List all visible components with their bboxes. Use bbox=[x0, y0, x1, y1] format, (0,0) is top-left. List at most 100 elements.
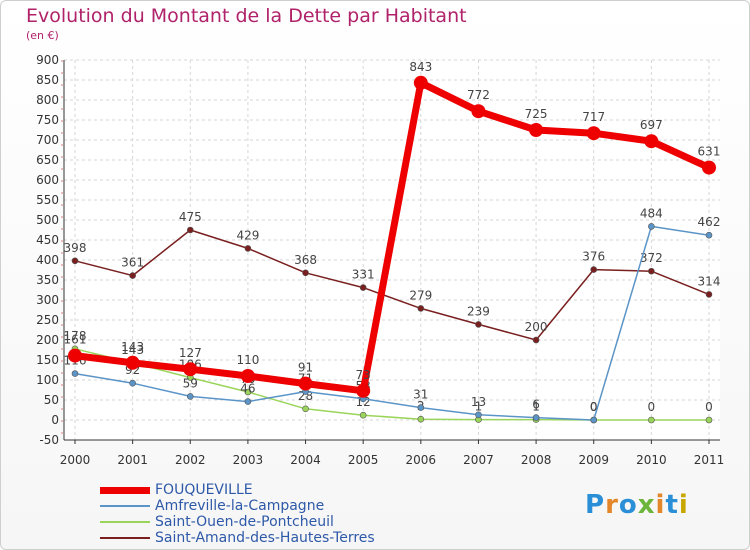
data-label: 200 bbox=[525, 320, 548, 334]
data-point bbox=[240, 369, 255, 383]
chart-title: Evolution du Montant de la Dette par Hab… bbox=[26, 5, 467, 27]
data-point bbox=[359, 284, 367, 291]
data-point bbox=[417, 404, 425, 411]
y-tick-label: 600 bbox=[36, 173, 59, 187]
series-line bbox=[71, 79, 713, 395]
data-point bbox=[125, 355, 140, 370]
y-tick-label: 900 bbox=[36, 53, 59, 67]
data-point bbox=[71, 370, 79, 377]
x-tick-label: 2006 bbox=[406, 453, 437, 467]
data-label: 484 bbox=[640, 206, 663, 220]
data-point bbox=[705, 231, 713, 239]
data-point bbox=[644, 134, 659, 149]
data-point bbox=[356, 383, 371, 398]
data-label: 361 bbox=[121, 256, 144, 270]
data-label: 127 bbox=[179, 346, 202, 360]
legend-label: Saint-Amand-des-Hautes-Terres bbox=[155, 530, 375, 546]
data-point bbox=[129, 379, 136, 387]
data-point bbox=[590, 266, 598, 273]
legend-swatch bbox=[100, 537, 150, 539]
data-label: 314 bbox=[698, 274, 721, 288]
y-tick-label: 750 bbox=[36, 113, 59, 127]
x-tick-label: 2010 bbox=[636, 453, 667, 467]
data-label: 372 bbox=[640, 251, 663, 265]
legend-label: Amfreville-la-Campagne bbox=[155, 498, 325, 514]
x-tick-label: 2004 bbox=[290, 453, 321, 467]
data-label: 725 bbox=[525, 107, 548, 121]
x-tick-label: 2011 bbox=[694, 453, 725, 467]
y-tick-label: 850 bbox=[36, 73, 59, 87]
data-point bbox=[648, 267, 655, 275]
data-point bbox=[413, 75, 428, 90]
y-tick-label: 550 bbox=[36, 193, 59, 207]
x-tick-label: 2002 bbox=[175, 453, 206, 467]
chart-subtitle: (en €) bbox=[26, 29, 59, 42]
logo-letter: i bbox=[655, 490, 666, 520]
x-tick-label: 2003 bbox=[233, 453, 264, 467]
y-tick-label: 500 bbox=[36, 213, 59, 227]
legend-item-fouqueville: FOUQUEVILLE bbox=[100, 482, 400, 498]
data-label: 1 bbox=[532, 400, 540, 414]
data-point bbox=[183, 362, 198, 377]
data-point bbox=[648, 416, 655, 424]
data-point bbox=[302, 405, 309, 413]
data-label: 46 bbox=[240, 382, 255, 396]
y-tick-label: 100 bbox=[36, 373, 59, 387]
data-point bbox=[471, 104, 486, 119]
logo-letter: r bbox=[605, 490, 619, 520]
logo-letter: t bbox=[665, 490, 679, 520]
legend-label: FOUQUEVILLE bbox=[155, 482, 253, 498]
y-tick-label: 200 bbox=[36, 333, 59, 347]
data-point bbox=[68, 348, 82, 363]
data-point bbox=[532, 336, 540, 344]
data-label: 6 bbox=[532, 398, 540, 412]
legend-swatch bbox=[100, 486, 150, 494]
series-line bbox=[74, 229, 710, 341]
data-point bbox=[532, 414, 540, 421]
data-label: 0 bbox=[705, 400, 713, 414]
logo-letter: i bbox=[678, 490, 689, 520]
data-label: 161 bbox=[64, 333, 87, 347]
data-point bbox=[648, 223, 655, 230]
data-label: 59 bbox=[183, 376, 198, 390]
data-label: 398 bbox=[64, 241, 87, 255]
data-label: 0 bbox=[590, 400, 598, 414]
x-tick-label: 2009 bbox=[578, 453, 609, 467]
series-line bbox=[74, 225, 710, 421]
data-point bbox=[705, 416, 713, 424]
x-tick-label: 2000 bbox=[60, 453, 91, 467]
data-point bbox=[71, 257, 79, 265]
legend-label: Saint-Ouen-de-Pontcheuil bbox=[155, 514, 334, 530]
data-label: 631 bbox=[698, 145, 721, 159]
data-label: 462 bbox=[698, 215, 721, 229]
data-label: 279 bbox=[409, 288, 432, 302]
data-label: 429 bbox=[236, 228, 259, 242]
data-point bbox=[129, 272, 136, 279]
data-point bbox=[244, 245, 252, 252]
y-tick-label: 650 bbox=[36, 153, 59, 167]
data-label: 0 bbox=[590, 400, 598, 414]
data-label: 0 bbox=[648, 400, 656, 414]
y-tick-label: 300 bbox=[36, 293, 59, 307]
data-label: 697 bbox=[640, 118, 663, 132]
y-tick-label: 700 bbox=[36, 133, 59, 147]
data-label: 239 bbox=[467, 304, 490, 318]
y-tick-label: 450 bbox=[36, 233, 59, 247]
data-point bbox=[298, 376, 313, 391]
legend-swatch bbox=[100, 505, 150, 507]
data-point bbox=[590, 416, 598, 424]
data-point bbox=[529, 123, 544, 137]
data-point bbox=[702, 160, 716, 175]
data-label: 843 bbox=[409, 60, 432, 74]
logo-letter: x bbox=[637, 490, 656, 520]
data-label: 110 bbox=[236, 353, 259, 367]
data-label: 772 bbox=[467, 88, 490, 102]
y-tick-label: 800 bbox=[36, 93, 59, 107]
logo-letter: P bbox=[585, 490, 606, 520]
data-label: 91 bbox=[298, 361, 313, 375]
data-point bbox=[417, 415, 425, 423]
data-point bbox=[244, 398, 252, 405]
data-point bbox=[417, 305, 425, 312]
data-label: 376 bbox=[582, 250, 605, 264]
x-tick-label: 2001 bbox=[117, 453, 148, 467]
